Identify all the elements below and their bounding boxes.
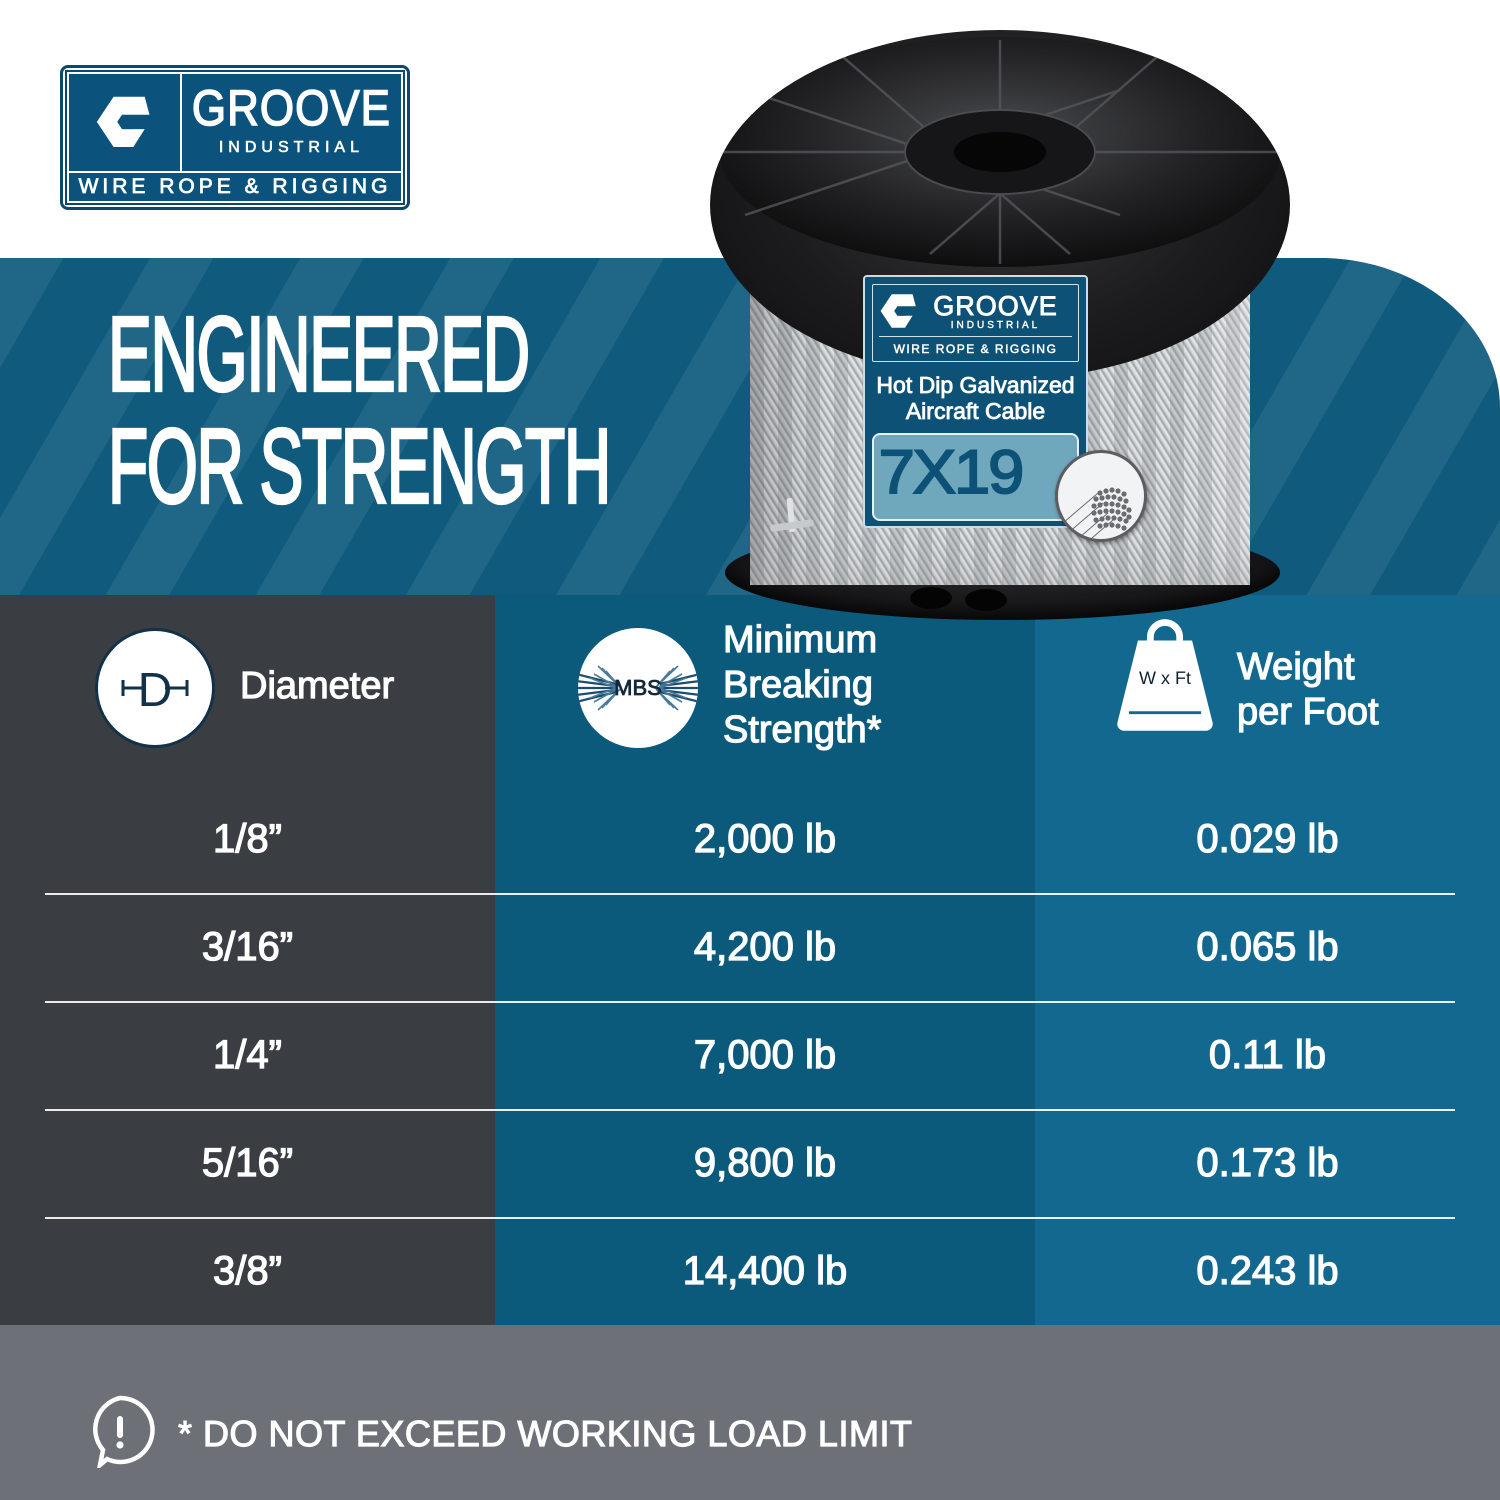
svg-text:D: D bbox=[138, 664, 173, 717]
